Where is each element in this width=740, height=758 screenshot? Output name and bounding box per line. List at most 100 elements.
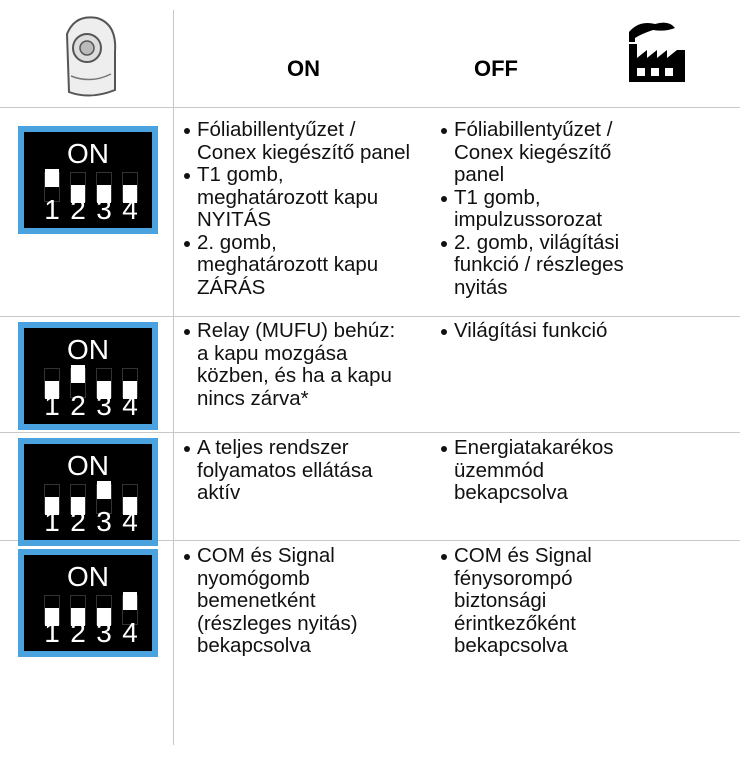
dip-slot bbox=[44, 368, 60, 399]
dip-knob bbox=[71, 185, 85, 203]
off-column: Világítási funkció bbox=[440, 319, 608, 343]
bullet-line: folyamatos ellátása bbox=[197, 458, 373, 482]
dip-knob bbox=[45, 608, 59, 626]
bullet-line: COM és Signal bbox=[197, 544, 335, 567]
dip-number: 3 bbox=[96, 506, 112, 537]
dip-knob bbox=[123, 592, 137, 610]
bullet-line: panel bbox=[454, 163, 505, 186]
bullet-line: bemenetként bbox=[197, 589, 316, 612]
dip-knob bbox=[71, 497, 85, 515]
dip-knob bbox=[71, 365, 85, 383]
bullet-line: Conex kiegészítő bbox=[454, 140, 612, 164]
on-column: A teljes rendszer folyamatos ellátása aktí… bbox=[183, 436, 373, 505]
dip-number: 2 bbox=[70, 506, 86, 537]
bullet-line: közben, és ha a kapu bbox=[197, 364, 392, 387]
on-column: Relay (MUFU) behúz: a kapu mozgása közben,… bbox=[183, 319, 396, 410]
bullet-dot bbox=[184, 554, 190, 560]
dip-slot bbox=[122, 172, 138, 203]
on-column: Fóliabillentyűzet / Conex kiegészítő pane… bbox=[183, 118, 411, 300]
bullet-item: T1 gomb, impulzussorozat bbox=[440, 185, 624, 232]
bullet-line: bekapcsolva bbox=[197, 634, 311, 657]
bullet-item: Világítási funkció bbox=[440, 319, 608, 343]
bullet-line: T1 gomb, bbox=[454, 185, 541, 209]
dip-on-label: ON bbox=[67, 450, 109, 481]
dip-slot bbox=[44, 169, 60, 202]
column-divider bbox=[173, 10, 174, 745]
dip-switch: ON 1 2 3 4 bbox=[18, 438, 158, 546]
bullet-line: a kapu mozgása bbox=[197, 341, 348, 365]
dip-switch: ON 1 2 3 4 bbox=[18, 126, 158, 234]
dip-knob bbox=[45, 497, 59, 515]
bullet-line: impulzussorozat bbox=[454, 208, 603, 231]
row-divider bbox=[0, 432, 740, 433]
bullet-dot bbox=[184, 446, 190, 452]
header-on: ON bbox=[287, 56, 320, 81]
off-column: Energiatakarékos üzemmód bekapcsolva bbox=[440, 436, 614, 505]
bullet-item: 2. gomb, világítási funkció / részleges ny… bbox=[440, 230, 624, 300]
bullet-dot bbox=[184, 128, 190, 134]
dip-on-label: ON bbox=[67, 138, 109, 169]
dip-slot bbox=[70, 595, 86, 626]
bullet-dot bbox=[441, 446, 447, 452]
dip-switch: ON 1 2 3 4 bbox=[18, 549, 158, 657]
bullet-line: biztonsági bbox=[454, 589, 547, 612]
dip-number: 3 bbox=[96, 390, 112, 421]
bullet-item: 2. gomb, meghatározott kapu ZÁRÁS bbox=[183, 230, 410, 300]
bullet-line: bekapcsolva bbox=[454, 634, 568, 657]
bullet-line: 2. gomb, világítási bbox=[454, 230, 620, 254]
bullet-line: NYITÁS bbox=[197, 208, 272, 231]
dip-number: 4 bbox=[122, 390, 138, 421]
bullet-dot bbox=[441, 329, 447, 335]
dip-slot bbox=[44, 484, 60, 515]
dip-slot bbox=[70, 365, 86, 398]
dip-slot bbox=[122, 484, 138, 515]
dip-slot bbox=[70, 172, 86, 203]
off-column: Fóliabillentyűzet / Conex kiegészítő panel… bbox=[440, 118, 624, 300]
bullet-line: Relay (MUFU) behúz: bbox=[197, 319, 396, 342]
bullet-line: 2. gomb, bbox=[197, 230, 277, 254]
dip-knob bbox=[97, 608, 111, 626]
bullet-line: funkció / részleges bbox=[454, 253, 624, 276]
bullet-dot bbox=[441, 554, 447, 560]
dip-slot bbox=[122, 368, 138, 399]
dip-number: 1 bbox=[44, 194, 60, 225]
bullet-line: Fóliabillentyűzet / bbox=[454, 118, 613, 141]
remote-icon bbox=[65, 16, 117, 97]
dip-number: 1 bbox=[44, 617, 60, 648]
bullet-dot bbox=[184, 173, 190, 179]
row-divider bbox=[0, 316, 740, 317]
bullet-dot bbox=[441, 195, 447, 202]
row-divider bbox=[0, 540, 740, 541]
dip-on-label: ON bbox=[67, 561, 109, 592]
dip-number: 2 bbox=[70, 390, 86, 421]
bullet-dot bbox=[184, 240, 190, 247]
bullet-item: Fóliabillentyűzet / Conex kiegészítő panel bbox=[440, 118, 624, 187]
bullet-dot bbox=[441, 128, 447, 134]
dip-number: 1 bbox=[44, 390, 60, 421]
bullet-dot bbox=[441, 240, 447, 247]
bullet-line: Energiatakarékos bbox=[454, 436, 614, 459]
dip-number: 4 bbox=[122, 506, 138, 537]
dip-number: 2 bbox=[70, 617, 86, 648]
bullet-line: A teljes rendszer bbox=[197, 436, 349, 459]
bullet-item: COM és Signal fénysorompó biztonsági érintk… bbox=[440, 544, 592, 658]
on-column: COM és Signal nyomógomb bemenetként (részle… bbox=[183, 544, 358, 658]
dip-slot bbox=[96, 481, 112, 514]
dip-slot bbox=[122, 592, 138, 625]
dip-knob bbox=[45, 381, 59, 399]
bullet-line: aktív bbox=[197, 481, 241, 504]
bullet-line: Világítási funkció bbox=[454, 319, 608, 342]
dip-on-label: ON bbox=[67, 334, 109, 365]
dip-slot bbox=[44, 595, 60, 626]
dip-number: 1 bbox=[44, 506, 60, 537]
dip-knob bbox=[97, 381, 111, 399]
bullet-dot bbox=[184, 329, 190, 335]
bullet-line: meghatározott kapu bbox=[197, 185, 379, 209]
dip-number: 4 bbox=[122, 194, 138, 225]
dip-switch: ON 1 2 3 4 bbox=[18, 322, 158, 430]
dip-slot bbox=[96, 368, 112, 399]
bullet-line: nyitás bbox=[454, 275, 508, 299]
dip-knob bbox=[45, 169, 59, 187]
bullet-line: Conex kiegészítő panel bbox=[197, 140, 411, 164]
row-divider bbox=[0, 107, 740, 108]
